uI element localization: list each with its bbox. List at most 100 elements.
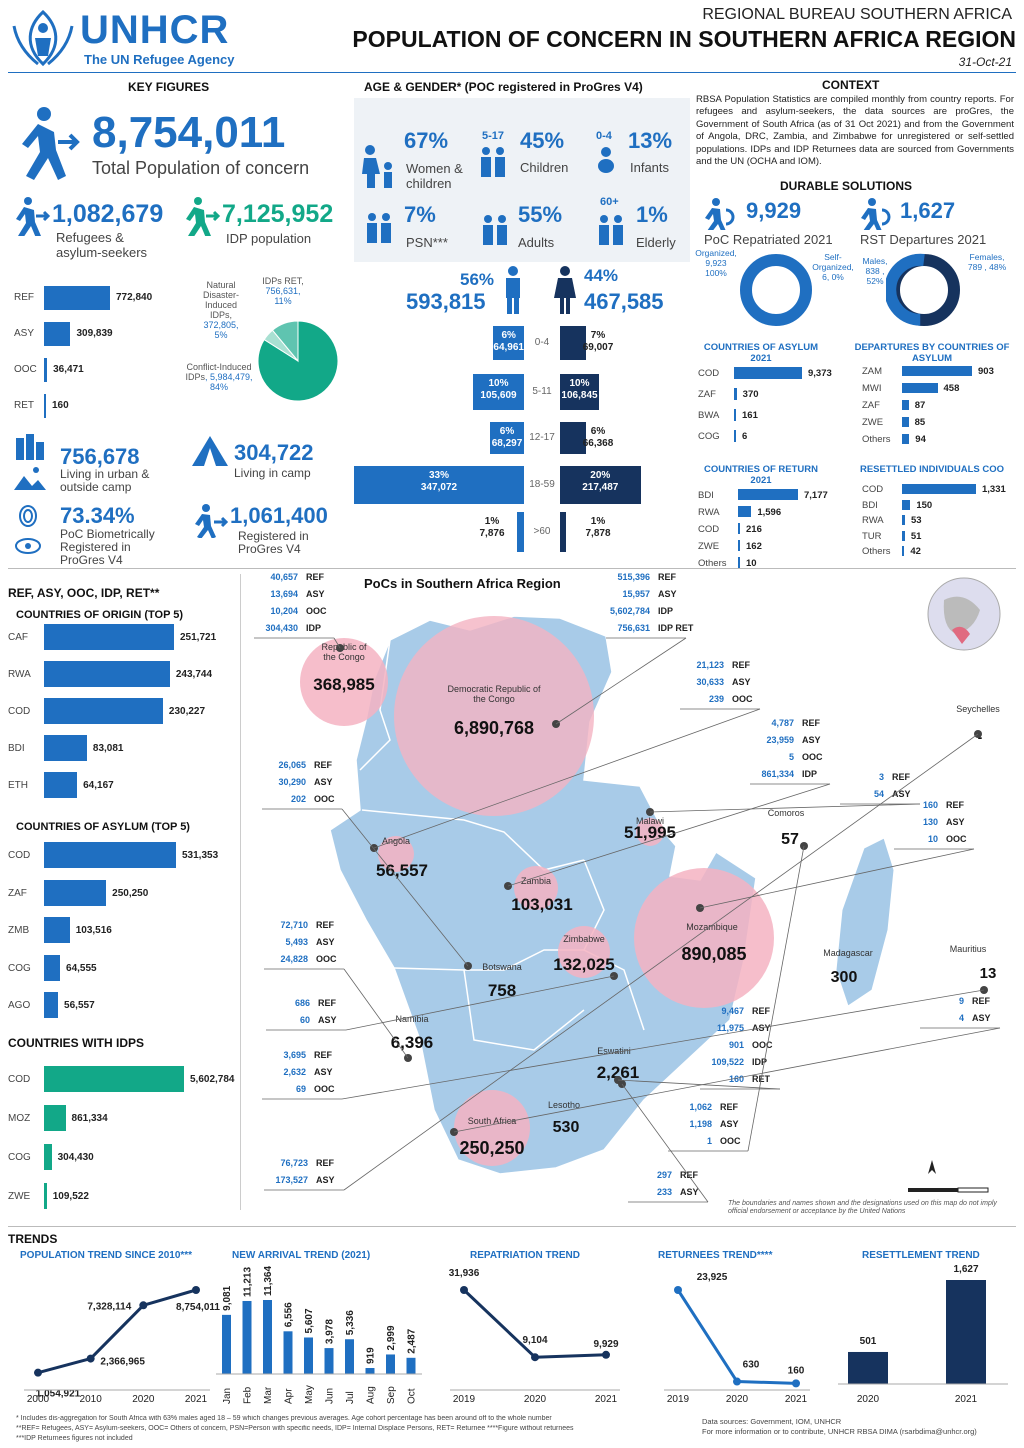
bar: [738, 557, 740, 568]
bar: [738, 540, 740, 551]
bar: [44, 624, 174, 650]
pyramid-female-pct: 20%: [590, 470, 611, 481]
north-arrow-icon: [928, 1160, 936, 1174]
legend-value: 202: [291, 794, 306, 804]
footer-notes-1: * Includes dis-aggregation for South Afr…: [16, 1415, 552, 1422]
pyramid-male-pct: 6%: [501, 330, 516, 341]
asylum-bars: COD 531,353 ZAF 250,250 ZMB 103,516 COG 64,555 A…: [8, 842, 240, 1032]
bar-value: 53: [910, 515, 922, 526]
repatriation-trend-chart: 31,936 2019 9,104 2020 9,929 2021: [449, 1268, 620, 1405]
trend-value: 9,929: [593, 1339, 618, 1350]
bar-label: ASY: [14, 328, 35, 339]
legend-value: 160: [923, 800, 938, 810]
header-divider: [8, 72, 1016, 73]
women-label-2: children: [406, 176, 452, 191]
trend-value: 8,754,011: [176, 1302, 220, 1313]
legend-key: REF: [314, 1050, 333, 1060]
bar-label: RWA: [862, 515, 884, 526]
arrival-value: 6,556: [284, 1302, 295, 1327]
pyramid-female-count: 106,845: [561, 390, 598, 401]
bar-label: REF: [14, 292, 34, 303]
legend-key: IDP: [306, 623, 321, 633]
arrival-value: 2,487: [407, 1328, 418, 1353]
adults-icon: [483, 215, 507, 245]
bar-label: ZAM: [862, 366, 883, 377]
psn-icon: [367, 213, 391, 243]
pyramid-male-pct: 33%: [428, 470, 449, 481]
bar-value: 64,555: [66, 962, 97, 974]
pyramid-male-pct: 10%: [488, 378, 509, 389]
bar-label: COD: [698, 524, 720, 535]
bar: [44, 322, 71, 346]
bar-label: MOZ: [8, 1113, 31, 1124]
elderly-label: Elderly: [636, 235, 676, 250]
legend-key: REF: [316, 920, 335, 930]
map-country-name: Namibia: [395, 1014, 428, 1024]
bar-label: TUR: [862, 530, 882, 542]
pyramid-male-bar: [493, 326, 524, 360]
legend-key: OOC: [752, 1040, 773, 1050]
infants-age: 0-4: [596, 130, 612, 142]
legend-key: ASY: [972, 1013, 991, 1023]
idp-bars: COD 5,602,784 MOZ 861,334 COG 304,430 ZWE 109,5…: [8, 1066, 240, 1226]
map-country-value: 368,985: [313, 675, 374, 694]
footer-sources-2: For more information or to contribute, U…: [702, 1427, 977, 1436]
leader-line: [617, 1079, 781, 1090]
legend-value: 21,123: [696, 660, 724, 670]
age-gender-panel: [354, 98, 690, 262]
legend-key: ASY: [892, 789, 911, 799]
pyramid-female-count: 66,368: [582, 438, 614, 449]
bar-value: 7,177: [804, 490, 828, 501]
map-country-value: 890,085: [681, 944, 746, 964]
map-country-value: 56,557: [376, 861, 428, 880]
bar-label: ZWE: [8, 1191, 31, 1202]
bar-label: COG: [8, 1152, 31, 1163]
elderly-icon: [599, 215, 623, 245]
unhcr-emblem-icon: [12, 9, 74, 67]
arrival-month: Aug: [366, 1386, 377, 1404]
map-country-name: Mauritius: [950, 944, 987, 954]
map-country-value: 758: [488, 981, 516, 1000]
bar: [44, 698, 163, 724]
arrival-value: 2,999: [386, 1325, 397, 1350]
bar: [734, 388, 737, 400]
resettlement-value: 1,627: [953, 1264, 978, 1275]
legend-key: ASY: [316, 1175, 335, 1185]
dep-bars: ZAM 903 MWI 458 ZAF 87 ZWE 85 Others 94: [862, 366, 1012, 448]
bar-label: ZAF: [698, 389, 716, 400]
arrival-value: 9,081: [222, 1285, 233, 1310]
coa-heading: COUNTRIES OF ASYLUM 2021: [703, 342, 819, 364]
female-count: 467,585: [584, 289, 664, 314]
bar-value: 10: [746, 558, 757, 569]
trend-value: 9,104: [522, 1335, 547, 1346]
total-population-icon: [22, 107, 80, 180]
registered-icon: [195, 504, 228, 538]
bar-value: 772,840: [116, 292, 153, 303]
women-label-1: Women &: [406, 161, 463, 176]
infant-icon: [598, 147, 614, 173]
legend-key: REF: [892, 772, 911, 782]
returnees-trend-chart: 23,925 2019 630 2020 160 2021: [664, 1272, 810, 1405]
map-country-name: Malawi: [636, 816, 664, 826]
legend-value: 9,467: [721, 1006, 744, 1016]
bar-label: Others: [862, 434, 891, 445]
bureau-name: REGIONAL BUREAU SOUTHERN AFRICA: [702, 6, 1012, 23]
idp-icon: [186, 197, 221, 236]
pyramid-male-bar: [490, 422, 524, 454]
legend-value: 130: [923, 817, 938, 827]
resettlement-bar: [848, 1351, 888, 1384]
bar-value: 243,744: [175, 669, 213, 680]
trend-point: [733, 1377, 741, 1386]
bar-label: COD: [8, 706, 31, 717]
women-children-icon: [362, 145, 392, 188]
scale-bar: [908, 1187, 989, 1193]
pyramid-female-count: 7,878: [585, 528, 611, 539]
bar: [44, 954, 61, 981]
pyramid-male-pct: 6%: [499, 426, 515, 437]
arrival-bar: [345, 1339, 354, 1374]
legend-value: 4: [959, 1013, 964, 1023]
legend-value: 1,062: [689, 1102, 712, 1112]
map-country-name: Angola: [382, 836, 410, 846]
repatriation-trend-heading: REPATRIATION TREND: [470, 1250, 580, 1261]
